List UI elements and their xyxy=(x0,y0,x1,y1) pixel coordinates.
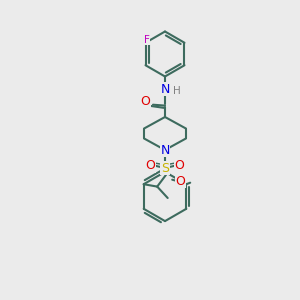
Text: F: F xyxy=(144,35,150,45)
Text: N: N xyxy=(160,143,170,157)
Text: N: N xyxy=(160,82,170,96)
Text: S: S xyxy=(161,161,169,175)
Text: O: O xyxy=(141,95,150,108)
Text: H: H xyxy=(172,85,180,96)
Text: O: O xyxy=(175,159,184,172)
Text: O: O xyxy=(176,175,185,188)
Text: O: O xyxy=(146,159,155,172)
